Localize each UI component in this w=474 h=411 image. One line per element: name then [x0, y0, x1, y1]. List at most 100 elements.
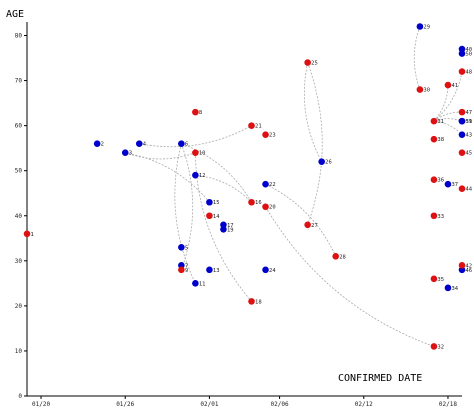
- x-tick-label: 01/20: [32, 401, 50, 408]
- data-point: [430, 275, 438, 283]
- point-label: 51: [466, 119, 473, 125]
- link-curve: [307, 62, 323, 225]
- y-tick-label: 0: [18, 393, 22, 400]
- data-point: [135, 140, 143, 147]
- data-point: [444, 284, 452, 292]
- axis-ticks: 0 10 20 30 40 50 60 70 80 01/20 01/26 02/01 02/06 02/…: [15, 33, 458, 408]
- link-curve: [181, 143, 252, 203]
- link-curve: [433, 71, 463, 122]
- y-tick-label: 20: [15, 303, 23, 310]
- point-label: 28: [339, 254, 346, 260]
- point-label: 3: [129, 151, 132, 157]
- data-point: [192, 280, 199, 287]
- data-point: [178, 140, 185, 147]
- data-point: [318, 158, 325, 165]
- point-label: 34: [451, 286, 458, 292]
- data-point: [262, 180, 269, 188]
- point-label: 9: [185, 268, 188, 274]
- data-point: [416, 23, 424, 30]
- data-point: [248, 198, 255, 206]
- data-point: [458, 68, 466, 75]
- link-curve: [125, 152, 196, 160]
- point-label: 15: [213, 200, 220, 206]
- data-point: [206, 212, 213, 220]
- y-tick-label: 70: [15, 78, 23, 85]
- data-point: [430, 135, 438, 143]
- point-label: 19: [227, 227, 234, 233]
- point-label: 48: [466, 70, 473, 76]
- link-curve: [194, 152, 252, 302]
- point-label: 25: [311, 61, 318, 67]
- link-curve: [433, 85, 449, 122]
- link-curve: [174, 143, 196, 284]
- data-point: [458, 50, 466, 57]
- link-curve: [413, 26, 421, 90]
- data-point: [262, 203, 269, 211]
- point-label: 23: [269, 133, 276, 139]
- data-point: [192, 108, 199, 116]
- point-label: 22: [269, 182, 276, 188]
- x-tick-label: 02/06: [271, 401, 289, 408]
- data-point: [206, 198, 213, 206]
- y-tick-label: 30: [15, 258, 23, 265]
- point-label: 4: [143, 142, 147, 148]
- point-label: 47: [466, 110, 473, 116]
- data-point: [430, 212, 438, 220]
- point-label: 45: [466, 151, 473, 157]
- y-tick-label: 80: [15, 33, 23, 40]
- point-label: 11: [199, 281, 206, 287]
- y-tick-label: 60: [15, 123, 23, 130]
- data-point: [262, 131, 269, 138]
- data-point: [430, 176, 438, 184]
- link-curve: [303, 62, 323, 162]
- data-point: [178, 266, 185, 274]
- data-point: [458, 108, 466, 116]
- data-point: [206, 266, 213, 274]
- point-label: 12: [199, 173, 206, 179]
- y-tick-label: 40: [15, 213, 23, 220]
- link-curve: [265, 206, 435, 347]
- link-curve: [139, 125, 252, 148]
- x-tick-label: 02/01: [200, 401, 218, 408]
- point-label: 39: [466, 119, 473, 125]
- point-label: 31: [437, 119, 444, 125]
- data-point: [430, 117, 438, 125]
- data-point: [444, 180, 452, 188]
- point-label: 35: [437, 277, 444, 283]
- axes: AGE CONFIRMED DATE: [6, 9, 462, 397]
- point-label: 27: [311, 223, 318, 229]
- point-label: 33: [437, 214, 444, 220]
- point-label: 32: [437, 344, 444, 350]
- data-point: [458, 131, 466, 138]
- x-tick-label: 02/12: [355, 401, 373, 408]
- y-tick-label: 10: [15, 348, 23, 355]
- transmission-links: [125, 26, 463, 347]
- data-point: [458, 117, 466, 125]
- data-point: [458, 262, 466, 269]
- data-point: [444, 81, 452, 89]
- x-tick-label: 01/26: [116, 401, 134, 408]
- data-point: [93, 140, 101, 147]
- point-label: 36: [437, 178, 444, 184]
- point-label: 20: [269, 205, 276, 211]
- data-point: [192, 149, 199, 156]
- data-point: [262, 266, 269, 274]
- y-axis-title: AGE: [6, 9, 24, 20]
- link-curve: [125, 152, 210, 203]
- x-tick-label: 02/18: [439, 401, 457, 408]
- point-label: 37: [451, 182, 458, 188]
- link-curve: [265, 183, 337, 257]
- point-label: 29: [423, 25, 430, 31]
- point-label: 18: [255, 299, 262, 305]
- data-point: [121, 149, 129, 156]
- data-point: [458, 149, 466, 156]
- point-label: 10: [199, 151, 206, 157]
- point-label: 26: [325, 160, 332, 166]
- link-curve: [195, 174, 252, 203]
- data-point: [304, 221, 311, 229]
- data-point: [248, 298, 255, 305]
- link-curve: [180, 143, 194, 270]
- point-label: 50: [466, 52, 473, 58]
- point-label: 38: [437, 137, 444, 143]
